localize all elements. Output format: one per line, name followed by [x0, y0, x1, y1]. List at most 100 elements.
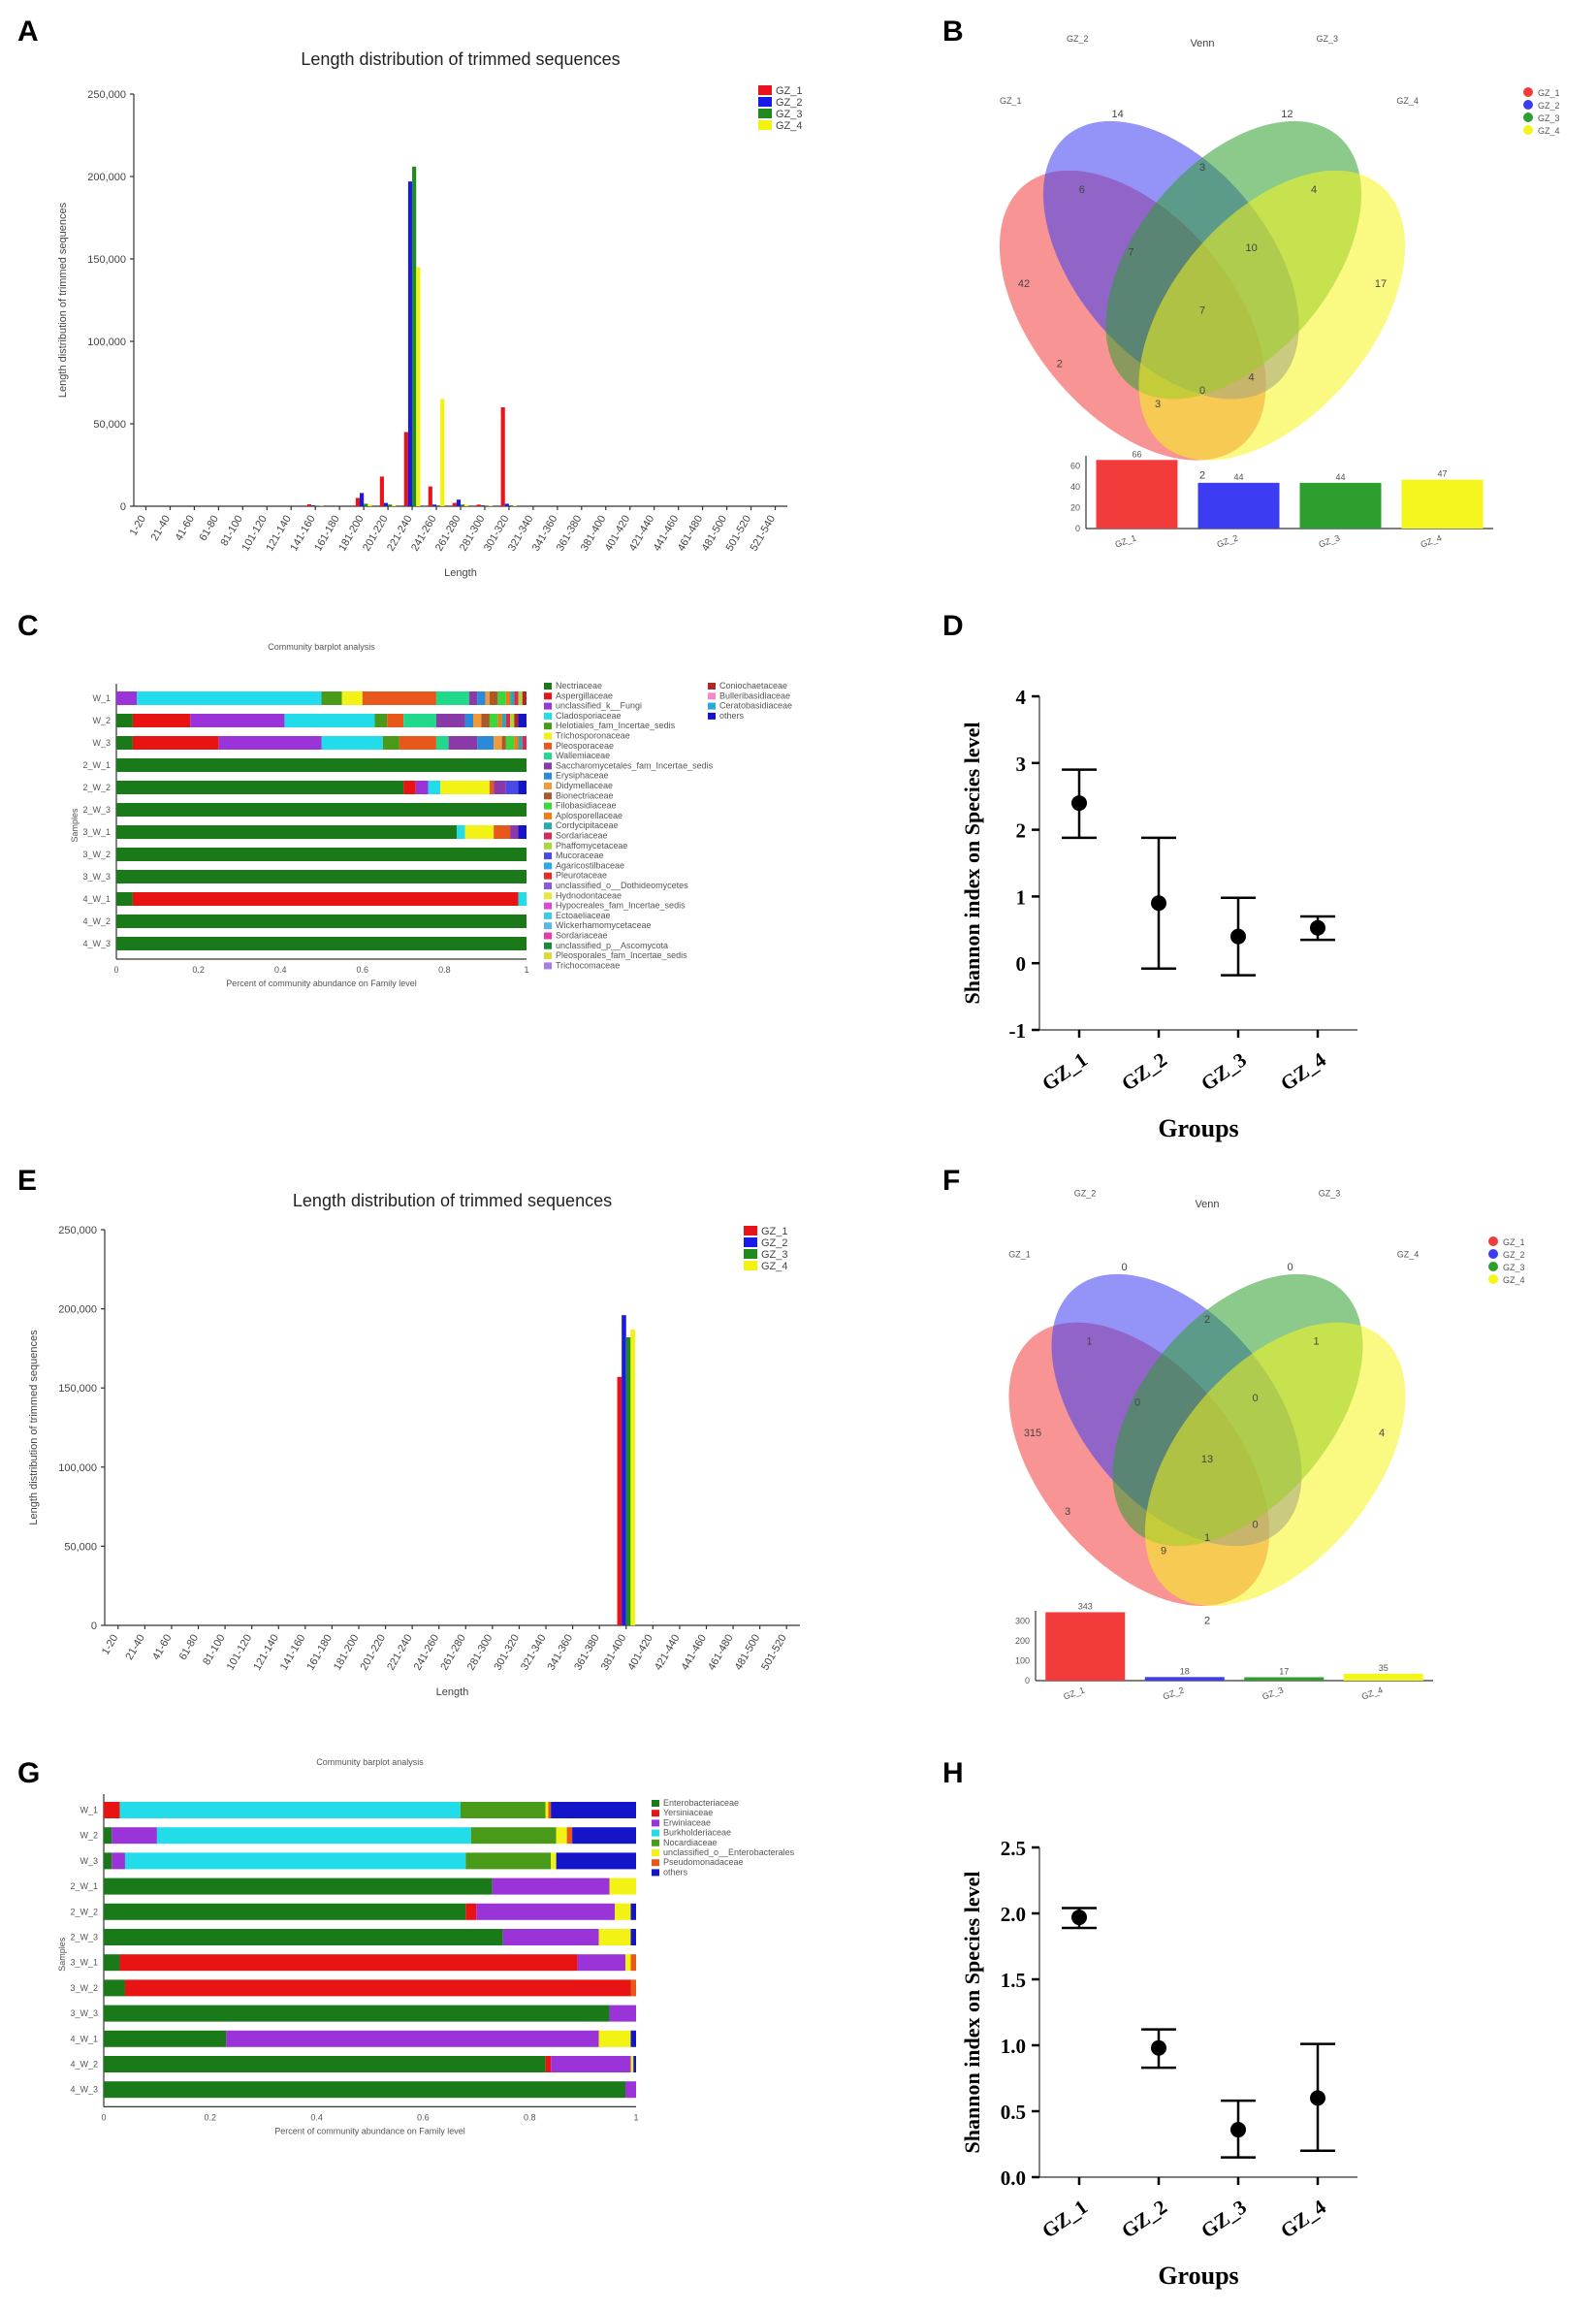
x-tick-label-a: 81-100 [218, 514, 245, 549]
venn-bar-xtick-f: GZ_4 [1360, 1685, 1385, 1701]
community-segment-c [399, 736, 436, 750]
community-segment-c [428, 781, 441, 794]
community-sample-label-c: 2_W_1 [82, 760, 111, 770]
community-segment-c [518, 714, 527, 727]
x-tick-label-e: 341-360 [546, 1633, 576, 1673]
community-legend-swatch-c [544, 802, 552, 810]
community-legend-label-c: unclassified_p__Ascomycota [556, 941, 668, 950]
community-legend-label-c: Didymellaceae [556, 781, 613, 790]
community-segment-g [465, 1852, 552, 1870]
venn-set-label-f: GZ_1 [1008, 1250, 1031, 1260]
community-legend-swatch-g [652, 1839, 659, 1846]
community-legend-swatch-c [544, 742, 552, 750]
community-segment-c [137, 691, 322, 705]
community-segment-g [630, 1979, 636, 1997]
community-segment-c [116, 825, 458, 839]
x-tick-label-e: 21-40 [124, 1633, 147, 1662]
community-legend-swatch-c [708, 712, 716, 720]
bar-a-gz_4 [440, 399, 445, 506]
community-legend-label-g: Enterobacteriaceae [663, 1798, 739, 1808]
bar-a-gz_4 [367, 504, 372, 506]
community-segment-c [494, 736, 502, 750]
x-tick-label-e: 161-180 [304, 1633, 335, 1673]
community-legend-label-c: Coniochaetaceae [719, 681, 787, 690]
community-legend-swatch-c [544, 892, 552, 900]
community-segment-c [457, 825, 465, 839]
venn-legend-dot-b [1523, 87, 1533, 97]
bar-a-gz_2 [359, 493, 365, 506]
venn-legend-dot-f [1488, 1262, 1498, 1271]
community-segment-c [382, 736, 399, 750]
bar-a-gz_3 [364, 503, 368, 506]
venn-bar-value-b: 44 [1335, 472, 1345, 482]
venn-count-b: 17 [1375, 278, 1387, 290]
venn-bar-value-f: 18 [1180, 1666, 1190, 1676]
venn-bar-gz3 [1299, 482, 1382, 529]
community-legend-label-c: Agaricostilbaceae [556, 860, 624, 870]
x-tick-label-e: 81-100 [201, 1633, 228, 1668]
panel-letter-e: E [17, 1165, 37, 1197]
shannon-mean-point-d [1230, 928, 1246, 945]
legend-swatch-a [758, 120, 772, 130]
community-segment-g [119, 1802, 461, 1818]
community-legend-label-c: Pleosporaceae [556, 741, 614, 751]
x-tick-label-e: 421-440 [653, 1633, 683, 1673]
chart-title-a: Length distribution of trimmed sequences [301, 49, 620, 69]
x-tick-label-e: 141-160 [278, 1633, 308, 1673]
community-legend-label-c: Wallemiaceae [556, 751, 610, 760]
community-legend-swatch-c [544, 722, 552, 730]
community-segment-g [470, 1827, 557, 1845]
community-legend-label-c: Cordycipitaceae [556, 820, 619, 830]
venn-set-label-b: GZ_2 [1067, 34, 1089, 44]
shannon-ytick-label-d: -1 [1009, 1019, 1027, 1043]
x-tick-label-e: 461-480 [706, 1633, 736, 1673]
bar-a-gz_1 [379, 476, 384, 506]
community-segment-c [116, 937, 527, 950]
community-segment-g [630, 2030, 636, 2047]
venn-count-f: 1 [1086, 1336, 1092, 1348]
shannon-ytick-label-d: 3 [1016, 753, 1027, 776]
community-legend-label-c: unclassified_k__Fungi [556, 701, 642, 711]
community-segment-c [116, 736, 133, 750]
community-legend-swatch-c [544, 692, 552, 700]
venn-count-b: 7 [1128, 247, 1133, 259]
community-segment-c [116, 848, 527, 861]
community-segment-c [132, 892, 519, 906]
community-legend-swatch-g [652, 1829, 659, 1837]
community-segment-c [518, 781, 527, 794]
community-legend-label-g: others [663, 1867, 688, 1877]
x-tick-label-e: 381-400 [599, 1633, 629, 1673]
legend-swatch-a [758, 85, 772, 95]
bar-a-gz_4 [464, 504, 469, 506]
bar-a-gz_1 [476, 504, 481, 506]
community-segment-g [156, 1827, 471, 1845]
community-legend-swatch-c [544, 832, 552, 840]
community-segment-c [362, 691, 436, 705]
bar-a-gz_3 [508, 505, 514, 506]
legend-label-e: GZ_3 [761, 1249, 788, 1261]
community-segment-c [489, 714, 498, 727]
shannon-mean-point-d [1071, 795, 1087, 812]
venn-set-label-b: GZ_3 [1317, 34, 1339, 44]
shannon-ytick-label-h: 0.0 [1001, 2167, 1026, 2190]
bar-a-gz_3 [436, 505, 441, 506]
community-segment-c [284, 714, 375, 727]
community-segment-c [190, 714, 285, 727]
legend-label-e: GZ_4 [761, 1261, 788, 1272]
panel-letter-f: F [942, 1165, 960, 1197]
bar-e-gz_1 [617, 1376, 622, 1625]
community-xtick-c: 0.4 [274, 965, 287, 975]
community-segment-c [448, 736, 478, 750]
y-tick-label-a: 0 [120, 501, 126, 513]
community-legend-label-c: Bulleribasidiaceae [719, 690, 790, 700]
community-segment-c [505, 781, 519, 794]
shannon-ytick-label-h: 2.0 [1001, 1903, 1026, 1926]
community-segment-c [489, 691, 498, 705]
community-segment-g [226, 2030, 599, 2047]
community-legend-label-c: others [719, 711, 745, 721]
legend-label-a: GZ_3 [776, 109, 803, 120]
community-sample-label-c: 2_W_3 [82, 805, 111, 815]
community-xtick-c: 0.2 [192, 965, 205, 975]
venn-count-b: 0 [1199, 385, 1205, 397]
